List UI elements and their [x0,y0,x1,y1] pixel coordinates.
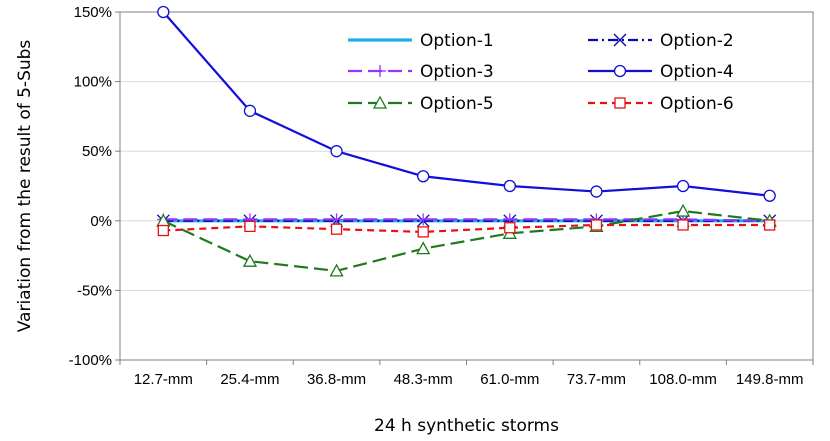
data-point [677,219,689,231]
legend-item-option-4: Option-4 [588,62,734,82]
data-point [590,219,603,231]
legend-label: Option-2 [660,31,734,51]
y-tick-label: 150% [74,4,112,21]
data-point [330,223,343,235]
x-tick-label: 73.7-mm [567,371,626,388]
data-point [764,219,776,231]
legend-label: Option-3 [420,62,494,82]
x-axis: 12.7-mm 25.4-mm 36.8-mm 48.3-mm 61.0-mm 73.7-… [119,360,814,388]
x-tick-label: 149.8-mm [736,371,804,388]
data-point [157,5,170,19]
x-tick-label: 61.0-mm [480,371,539,388]
series-line [162,11,770,197]
y-tick-label: 0% [90,213,112,230]
data-point [244,220,256,233]
y-tick-label: -50% [77,282,112,299]
data-point [417,170,430,183]
legend-item-option-5: Option-5 [348,94,494,114]
data-point [503,179,516,193]
series-line [163,218,770,222]
y-tick-label: 100% [74,74,112,91]
data-point [417,226,429,238]
data-point [763,189,776,202]
legend-label: Option-6 [660,94,734,114]
x-axis-title: 24 h synthetic storms [374,416,559,436]
series-line [162,209,770,273]
data-point [416,241,431,255]
data-point [329,263,344,277]
x-tick-label: 12.7-mm [134,371,193,388]
legend: Option-1 Option-2 Option-3 Option-4 Option-5… [348,31,734,114]
y-tick-label: 50% [82,143,112,160]
data-point [504,222,516,234]
y-tick-label: -100% [69,352,112,369]
y-axis: -100% -50% 0% 50% 100% 150% [69,4,120,369]
series-line [163,223,770,234]
data-point [590,185,603,198]
x-tick-label: 48.3-mm [394,371,453,388]
legend-label: Option-1 [420,31,494,51]
data-point [417,213,430,226]
data-point [330,213,343,226]
x-tick-label: 108.0-mm [649,371,717,388]
x-tick-label: 36.8-mm [307,371,366,388]
data-point [242,253,258,267]
legend-item-option-1: Option-1 [348,31,494,51]
data-point [330,145,343,158]
legend-label: Option-5 [420,94,494,114]
legend-label: Option-4 [660,62,734,82]
legend-item-option-6: Option-6 [588,94,734,114]
series-option-6 [157,219,776,238]
series-option-4 [157,5,776,202]
series-layer [156,5,777,277]
x-tick-label: 25.4-mm [220,371,279,388]
data-point [157,224,169,237]
legend-item-option-2: Option-2 [588,31,734,51]
y-axis-title: Variation from the result of 5-Subs [15,40,35,333]
data-point [675,203,691,217]
data-point [676,179,690,193]
legend-item-option-3: Option-3 [348,62,494,82]
data-point [243,104,257,117]
